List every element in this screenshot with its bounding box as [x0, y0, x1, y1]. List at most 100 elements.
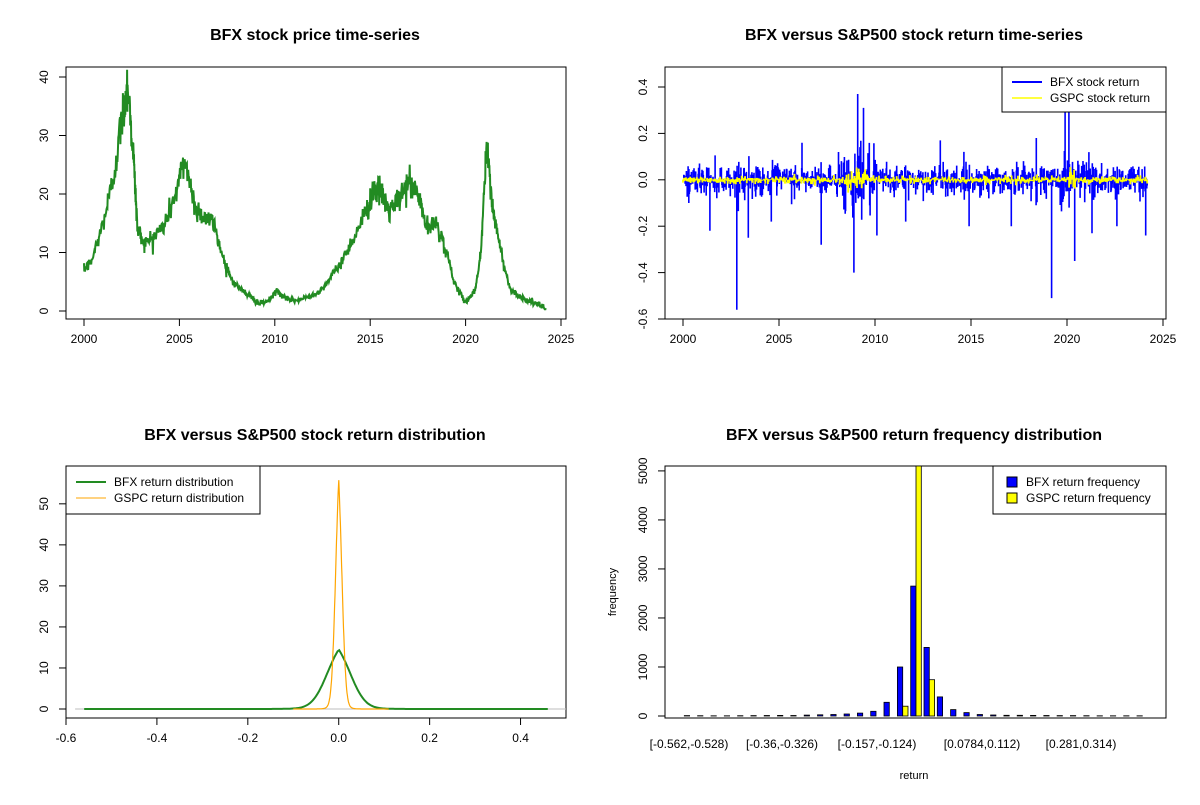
bfx-density-curve [84, 650, 548, 709]
bfx-freq-bar [764, 716, 769, 717]
returns-x-tick-label: 2010 [862, 332, 889, 346]
hist-bin-label: [0.281,0.314) [1046, 737, 1117, 751]
bfx-freq-bar [1031, 715, 1036, 716]
density-x-tick-label: 0.0 [330, 731, 347, 745]
price-x-tick-label: 2020 [452, 332, 479, 346]
returns-y-tick-label: 0.2 [636, 125, 650, 142]
bfx-freq-bar [804, 715, 809, 716]
legend-gspc-return-label: GSPC stock return [1050, 91, 1150, 105]
legend-bfx-return-label: BFX stock return [1050, 75, 1139, 89]
returns-x-tick-label: 2015 [958, 332, 985, 346]
returns-title: BFX versus S&P500 stock return time-seri… [745, 27, 1083, 44]
returns-legend: BFX stock return GSPC stock return [1002, 67, 1166, 112]
price-x-axis: 2000 2005 2010 2015 2020 2025 [71, 319, 575, 346]
price-x-tick-label: 2015 [357, 332, 384, 346]
returns-x-tick-label: 2025 [1150, 332, 1177, 346]
bfx-freq-bar [884, 702, 889, 716]
hist-bin-label: [-0.562,-0.528) [650, 737, 729, 751]
density-x-tick-label: -0.6 [56, 731, 77, 745]
hist-y-tick-label: 4000 [636, 506, 650, 533]
price-title: BFX stock price time-series [210, 27, 420, 44]
density-x-axis: -0.6 -0.4 -0.2 0.0 0.2 0.4 [56, 718, 530, 745]
hist-ylabel: frequency [607, 567, 619, 616]
bfx-freq-bar [791, 716, 796, 717]
bfx-freq-bar [924, 647, 929, 716]
price-x-tick-label: 2005 [166, 332, 193, 346]
hist-x-axis: [-0.562,-0.528)[-0.36,-0.326)[-0.157,-0.… [650, 737, 1117, 751]
gspc-freq-bar [929, 680, 934, 716]
bfx-freq-bar [991, 715, 996, 716]
returns-y-tick-label: 0.4 [636, 78, 650, 95]
hist-title: BFX versus S&P500 return frequency distr… [726, 427, 1102, 444]
price-x-tick-label: 2000 [71, 332, 98, 346]
bfx-freq-bar [911, 586, 916, 716]
density-x-tick-label: -0.2 [237, 731, 258, 745]
density-panel: BFX versus S&P500 stock return distribut… [37, 427, 566, 745]
price-x-tick-label: 2025 [548, 332, 575, 346]
hist-y-tick-label: 0 [636, 712, 650, 719]
hist-bin-label: [0.0784,0.112) [944, 737, 1021, 751]
density-y-tick-label: 20 [37, 620, 51, 634]
bfx-freq-bar [857, 713, 862, 716]
density-x-tick-label: 0.2 [421, 731, 438, 745]
price-y-tick-label: 10 [37, 246, 51, 260]
legend-gspc-freq-swatch [1007, 493, 1017, 503]
price-y-tick-label: 20 [37, 187, 51, 201]
gspc-freq-bar [916, 466, 921, 716]
density-legend: BFX return distribution GSPC return dist… [66, 466, 260, 514]
returns-y-tick-label: -0.6 [636, 308, 650, 329]
bfx-freq-bar [951, 710, 956, 716]
price-series [84, 70, 546, 310]
bfx-freq-bar [897, 667, 902, 716]
hist-legend-box [993, 466, 1166, 514]
bfx-freq-bar [778, 715, 783, 716]
returns-y-tick-label: -0.2 [636, 216, 650, 237]
returns-y-axis: -0.6 -0.4 -0.2 0.0 0.2 0.4 [636, 78, 665, 329]
density-y-tick-label: 0 [37, 705, 51, 712]
hist-y-tick-label: 2000 [636, 604, 650, 631]
legend-bfx-dist-label: BFX return distribution [114, 475, 233, 489]
bfx-freq-bar [844, 714, 849, 716]
returns-panel: BFX versus S&P500 stock return time-seri… [636, 27, 1177, 346]
legend-gspc-freq-label: GSPC return frequency [1026, 491, 1151, 505]
hist-xlabel: return [900, 770, 929, 782]
gspc-density-curve [293, 480, 388, 709]
bfx-freq-bar [1044, 716, 1049, 717]
returns-y-tick-label: 0.0 [636, 171, 650, 188]
hist-legend: BFX return frequency GSPC return frequen… [993, 466, 1166, 514]
density-series [75, 480, 566, 709]
legend-bfx-freq-label: BFX return frequency [1026, 475, 1140, 489]
price-y-tick-label: 40 [37, 70, 51, 84]
bfx-freq-bar [831, 715, 836, 717]
gspc-freq-bar [903, 706, 908, 716]
price-y-tick-label: 30 [37, 129, 51, 143]
density-y-tick-label: 50 [37, 497, 51, 511]
hist-y-tick-label: 5000 [636, 457, 650, 484]
density-y-tick-label: 10 [37, 661, 51, 675]
hist-y-tick-label: 1000 [636, 653, 650, 680]
returns-x-tick-label: 2005 [766, 332, 793, 346]
returns-x-tick-label: 2020 [1054, 332, 1081, 346]
returns-y-tick-label: -0.4 [636, 262, 650, 283]
bfx-freq-bar [871, 711, 876, 716]
hist-bin-label: [-0.157,-0.124) [838, 737, 917, 751]
density-legend-box [66, 466, 260, 514]
legend-bfx-freq-swatch [1007, 477, 1017, 487]
bfx-freq-bar [818, 715, 823, 716]
returns-legend-box [1002, 67, 1166, 112]
density-x-tick-label: -0.4 [147, 731, 168, 745]
bfx-freq-bar [1017, 715, 1022, 716]
price-line [84, 70, 546, 310]
returns-series [683, 94, 1147, 310]
density-x-tick-label: 0.4 [512, 731, 529, 745]
bfx-freq-bar [937, 697, 942, 716]
density-y-tick-label: 40 [37, 538, 51, 552]
price-x-tick-label: 2010 [261, 332, 288, 346]
legend-gspc-dist-label: GSPC return distribution [114, 491, 244, 505]
